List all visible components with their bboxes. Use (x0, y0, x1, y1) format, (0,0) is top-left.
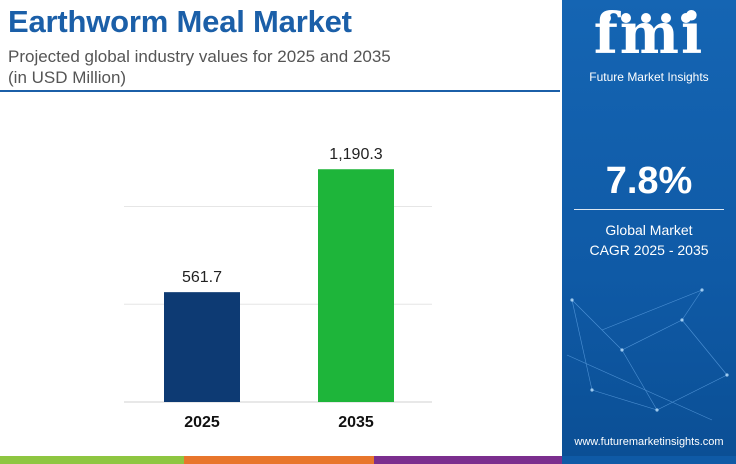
page-title: Earthworm Meal Market (8, 4, 352, 39)
footer-strip-segment (184, 456, 374, 464)
brand-logo: fmi (593, 1, 705, 67)
network-graphic (566, 288, 729, 421)
cagr-label: Global Market CAGR 2025 - 2035 (562, 220, 736, 260)
footer-color-strip (0, 456, 736, 464)
bar-chart: 561.7 2025 1,190.3 2035 (124, 146, 432, 431)
bar-2025 (164, 292, 240, 402)
cagr-value: 7.8% (605, 160, 693, 202)
chart-subtitle: Projected global industry values for 202… (8, 46, 391, 89)
cagr-label-line-2: CAGR 2025 - 2035 (589, 242, 709, 258)
website-url[interactable]: www.futuremarketinsights.com (574, 436, 724, 448)
cagr-label-line-1: Global Market (605, 222, 693, 238)
header-divider (0, 90, 560, 92)
data-label-2035: 1,190.3 (329, 146, 382, 163)
brand-caption: Future Market Insights (589, 70, 709, 84)
data-label-2025: 561.7 (182, 269, 222, 286)
subtitle-line-1: Projected global industry values for 202… (8, 47, 391, 66)
fmi-logo-icon (601, 13, 691, 23)
x-tick-label-2035: 2035 (338, 414, 374, 431)
footer-strip-segment (374, 456, 562, 464)
footer-strip-segment (562, 456, 736, 464)
cagr-divider (574, 209, 724, 210)
x-tick-label-2025: 2025 (184, 414, 220, 431)
footer-strip-segment (0, 456, 184, 464)
sidebar-panel: fmi Future Market Insights 7.8% Global M… (562, 0, 736, 456)
subtitle-line-2: (in USD Million) (8, 68, 127, 88)
bar-2035 (318, 169, 394, 402)
